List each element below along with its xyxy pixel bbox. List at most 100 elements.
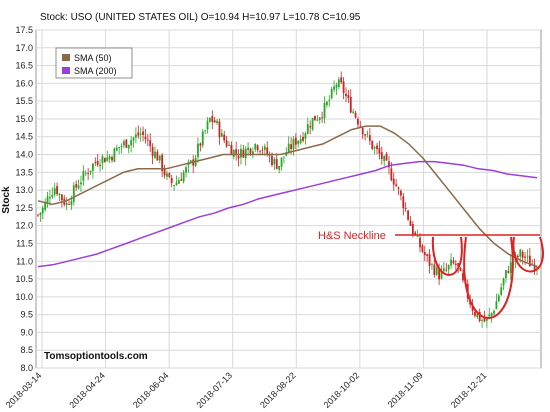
- y-tick-label: 15.0: [15, 114, 33, 124]
- candle-body: [309, 126, 312, 128]
- candle-body: [493, 310, 495, 314]
- candle-body: [397, 187, 400, 189]
- candle-body: [325, 101, 328, 106]
- candle-body: [247, 147, 250, 151]
- y-tick-label: 10.5: [15, 274, 33, 284]
- left-shoulder-arc: [431, 236, 463, 276]
- y-tick-label: 11.0: [16, 256, 33, 266]
- candle-body: [261, 149, 264, 151]
- candle-body: [509, 262, 512, 273]
- candle-body: [259, 150, 261, 152]
- candle-body: [68, 204, 70, 205]
- candle-body: [113, 148, 116, 162]
- candle-body: [442, 268, 445, 271]
- candle-body: [99, 164, 101, 167]
- candle-body: [37, 214, 39, 216]
- candle-body: [118, 147, 121, 149]
- candle-body: [211, 116, 214, 122]
- candle-body: [75, 183, 78, 188]
- candle-body: [438, 268, 441, 280]
- candle-body: [457, 263, 460, 267]
- candle-body: [199, 143, 202, 146]
- candle-body: [409, 220, 412, 226]
- candle-body: [80, 182, 82, 185]
- candle-body: [285, 153, 288, 156]
- candle-body: [349, 96, 352, 113]
- y-tick-label: 16.0: [15, 78, 33, 88]
- candle-body: [287, 143, 290, 153]
- candle-body: [299, 138, 302, 143]
- candle-body: [347, 95, 350, 99]
- candle-body: [72, 185, 75, 202]
- candle-body: [452, 260, 455, 264]
- candle-body: [108, 156, 111, 160]
- candle-body: [490, 313, 493, 316]
- y-axis-ticks: 8.0 8.5 9.0 9.5 10.0 10.5 11.0 11.5 12.0 12.5 13.0…: [15, 25, 33, 373]
- candle-body: [166, 173, 168, 177]
- candle-body: [142, 131, 144, 135]
- candle-body: [404, 208, 407, 210]
- candle-body: [242, 149, 245, 158]
- candle-body: [533, 264, 536, 270]
- candle-body: [495, 301, 498, 310]
- candle-body: [304, 133, 307, 139]
- candle-body: [419, 237, 421, 248]
- candle-body: [416, 236, 419, 237]
- candle-body: [144, 136, 147, 140]
- candle-body: [294, 137, 297, 145]
- candle-body: [161, 154, 164, 172]
- candle-body: [536, 266, 538, 268]
- candle-body: [132, 137, 135, 141]
- neckline-label: H&S Neckline: [318, 230, 386, 242]
- candle-body: [53, 188, 56, 195]
- y-tick-label: 9.0: [20, 327, 33, 337]
- candle-body: [273, 158, 276, 165]
- candle-body: [502, 278, 505, 286]
- candle-body: [352, 111, 355, 113]
- candle-body: [383, 155, 386, 162]
- candle-body: [373, 147, 376, 149]
- candle-body: [426, 254, 429, 256]
- candle-body: [428, 254, 431, 266]
- candle-body: [177, 180, 180, 184]
- hs-annotations: H&S Neckline: [318, 230, 544, 319]
- candle-body: [209, 117, 211, 122]
- candle-body: [60, 194, 63, 201]
- legend: SMA (50) SMA (200): [55, 47, 133, 79]
- y-tick-label: 16.5: [15, 61, 33, 71]
- candle-body: [213, 120, 216, 123]
- candle-body: [87, 173, 90, 175]
- candle-body: [321, 117, 324, 119]
- candle-body: [70, 201, 73, 205]
- grid-lines: [36, 29, 541, 369]
- candle-body: [240, 148, 242, 158]
- candle-body: [216, 120, 218, 124]
- y-tick-label: 11.5: [16, 238, 33, 248]
- candle-body: [223, 134, 226, 141]
- candle-body: [204, 130, 207, 132]
- candle-body: [330, 88, 333, 99]
- y-tick-label: 12.5: [15, 203, 33, 213]
- candle-body: [263, 146, 266, 150]
- candle-body: [421, 245, 424, 252]
- y-tick-label: 13.5: [15, 167, 33, 177]
- candle-body: [423, 252, 426, 256]
- candle-body: [354, 112, 357, 118]
- candle-body: [218, 121, 221, 138]
- y-tick-label: 12.0: [15, 221, 33, 231]
- y-tick-label: 10.0: [15, 292, 33, 302]
- candle-body: [497, 295, 500, 302]
- candle-body: [237, 155, 240, 159]
- candle-body: [414, 232, 417, 235]
- candle-body: [120, 145, 123, 147]
- candle-body: [127, 144, 130, 149]
- candle-body: [292, 138, 295, 150]
- candle-body: [380, 152, 383, 159]
- candle-body: [366, 133, 369, 135]
- candle-body: [526, 255, 529, 257]
- candle-body: [447, 265, 450, 270]
- candle-body: [378, 148, 381, 154]
- candle-body: [123, 141, 125, 146]
- candle-body: [528, 255, 531, 267]
- candle-body: [201, 131, 204, 146]
